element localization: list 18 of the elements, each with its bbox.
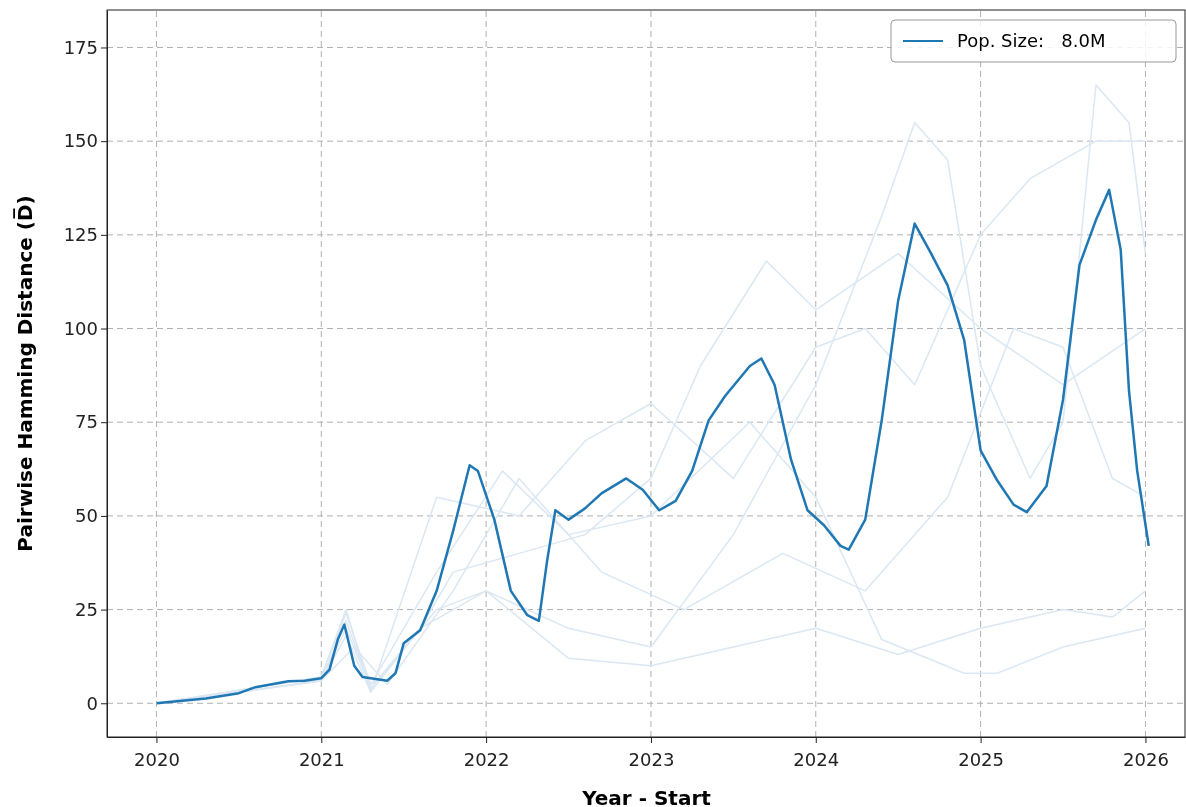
- x-tick-label: 2020: [134, 748, 180, 770]
- y-tick-label: 125: [63, 224, 98, 246]
- y-tick-label: 75: [75, 411, 98, 433]
- legend-label: Pop. Size: 8.0M: [957, 30, 1106, 51]
- y-tick-label: 175: [63, 36, 98, 58]
- x-tick-label: 2025: [958, 748, 1005, 770]
- x-tick-label: 2021: [298, 748, 345, 770]
- x-tick-label: 2026: [1123, 748, 1169, 770]
- y-tick-label: 50: [75, 505, 98, 527]
- y-tick-label: 100: [63, 317, 98, 339]
- y-tick-label: 25: [75, 598, 98, 620]
- x-tick-label: 2022: [463, 748, 510, 770]
- y-tick-label: 0: [86, 692, 98, 714]
- y-tick-label: 150: [63, 130, 98, 152]
- x-tick-label: 2023: [628, 748, 675, 770]
- x-axis-title: Year - Start: [581, 786, 712, 807]
- x-tick-label: 2024: [793, 748, 840, 770]
- y-axis-title: Pairwise Hamming Distance (D̅): [13, 195, 37, 552]
